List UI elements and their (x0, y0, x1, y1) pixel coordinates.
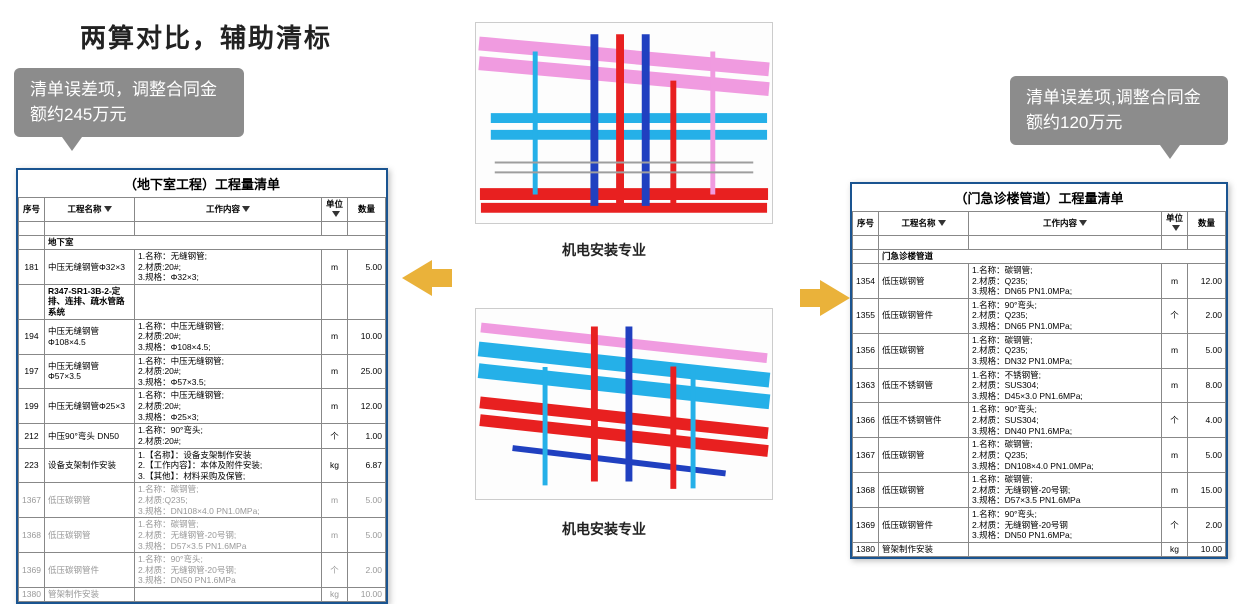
table-row: 1367低压碳钢管1.名称：碳钢管; 2.材质：Q235; 3.规格：DN108… (853, 438, 1226, 473)
col-hdr-work[interactable]: 工作内容 (135, 198, 322, 222)
table-row: 1363低压不锈钢管1.名称：不锈钢管; 2.材质：SUS304; 3.规格：D… (853, 368, 1226, 403)
table-row: 1367低压碳钢管1.名称：碳钢管; 2.材质:Q235; 3.规格：DN108… (19, 483, 386, 518)
table-row: 199中压无缝钢管Φ25×31.名称：中压无缝钢管; 2.材质:20#; 3.规… (19, 389, 386, 424)
boq-left-title: （地下室工程）工程量清单 (18, 170, 386, 197)
filter-icon[interactable] (332, 211, 340, 219)
table-row: 212中压90°弯头 DN501.名称：90°弯头; 2.材质:20#;个1.0… (19, 424, 386, 448)
arrow-left-icon (402, 260, 432, 296)
filter-icon[interactable] (104, 206, 112, 214)
table-row: 223设备支架制作安装1.【名称】：设备支架制作安装 2.【工作内容】：本体及附… (19, 448, 386, 483)
filter-icon[interactable] (242, 206, 250, 214)
table-row: 1355低压碳钢管件1.名称：90°弯头; 2.材质：Q235; 3.规格：DN… (853, 298, 1226, 333)
col-hdr-idx[interactable]: 序号 (19, 198, 45, 222)
arrow-right-icon (820, 280, 850, 316)
mep-figure-bottom (475, 308, 773, 500)
filter-icon[interactable] (938, 220, 946, 228)
col-hdr-work[interactable]: 工作内容 (969, 212, 1162, 236)
table-row: 1380管架制作安装kg10.00 (19, 588, 386, 602)
col-hdr-name[interactable]: 工程名称 (45, 198, 135, 222)
col-hdr-qty[interactable]: 数量 (1188, 212, 1226, 236)
table-row: 1354低压碳钢管1.名称：碳钢管; 2.材质：Q235; 3.规格：DN65 … (853, 263, 1226, 298)
table-row: 1356低压碳钢管1.名称：碳钢管; 2.材质：Q235; 3.规格：DN32 … (853, 333, 1226, 368)
table-row: 197中压无缝钢管Φ57×3.51.名称：中压无缝钢管; 2.材质:20#; 3… (19, 354, 386, 389)
figure-caption-top: 机电安装专业 (562, 240, 646, 260)
col-hdr-unit[interactable]: 单位 (1162, 212, 1188, 236)
table-row: 1380管架制作安装kg10.00 (853, 542, 1226, 556)
boq-right: （门急诊楼管道）工程量清单 序号 工程名称 工作内容 单位 数量 门急诊楼管道 … (850, 182, 1228, 559)
callout-right: 清单误差项,调整合同金额约120万元 (1010, 76, 1228, 145)
figure-caption-bottom: 机电安装专业 (562, 519, 646, 539)
boq-left: （地下室工程）工程量清单 序号 工程名称 工作内容 单位 数量 地下室 181中… (16, 168, 388, 604)
section-label: 地下室 (45, 236, 386, 250)
table-row: 1368低压碳钢管1.名称：碳钢管; 2.材质：无缝钢管-20号钢; 3.规格：… (19, 518, 386, 553)
page-title: 两算对比，辅助清标 (80, 18, 332, 55)
table-row: 1368低压碳钢管1.名称：碳钢管; 2.材质：无缝钢管-20号钢; 3.规格：… (853, 473, 1226, 508)
filter-icon[interactable] (1172, 225, 1180, 233)
table-row: 1369低压碳钢管件1.名称：90°弯头; 2.材质：无缝钢管-20号钢 3.规… (853, 508, 1226, 543)
table-row: R347-SR1-3B-2-定排、连排、疏水管路系统 (19, 284, 386, 319)
filter-icon[interactable] (1079, 220, 1087, 228)
col-hdr-unit[interactable]: 单位 (322, 198, 348, 222)
mep-figure-top (475, 22, 773, 224)
table-row: 194中压无缝钢管Φ108×4.51.名称：中压无缝钢管; 2.材质:20#; … (19, 319, 386, 354)
callout-left: 清单误差项，调整合同金额约245万元 (14, 68, 244, 137)
table-row: 1369低压碳钢管件1.名称：90°弯头; 2.材质：无缝钢管-20号钢; 3.… (19, 553, 386, 588)
table-row: 181中压无缝钢管Φ32×31.名称：无缝钢管; 2.材质:20#; 3.规格：… (19, 249, 386, 284)
table-row: 1366低压不锈钢管件1.名称：90°弯头; 2.材质：SUS304; 3.规格… (853, 403, 1226, 438)
boq-right-title: （门急诊楼管道）工程量清单 (852, 184, 1226, 211)
col-hdr-name[interactable]: 工程名称 (879, 212, 969, 236)
col-hdr-qty[interactable]: 数量 (348, 198, 386, 222)
col-hdr-idx[interactable]: 序号 (853, 212, 879, 236)
boq-right-table: 序号 工程名称 工作内容 单位 数量 门急诊楼管道 1354低压碳钢管1.名称：… (852, 211, 1226, 557)
boq-left-table: 序号 工程名称 工作内容 单位 数量 地下室 181中压无缝钢管Φ32×31.名… (18, 197, 386, 602)
section-label: 门急诊楼管道 (879, 250, 1226, 264)
